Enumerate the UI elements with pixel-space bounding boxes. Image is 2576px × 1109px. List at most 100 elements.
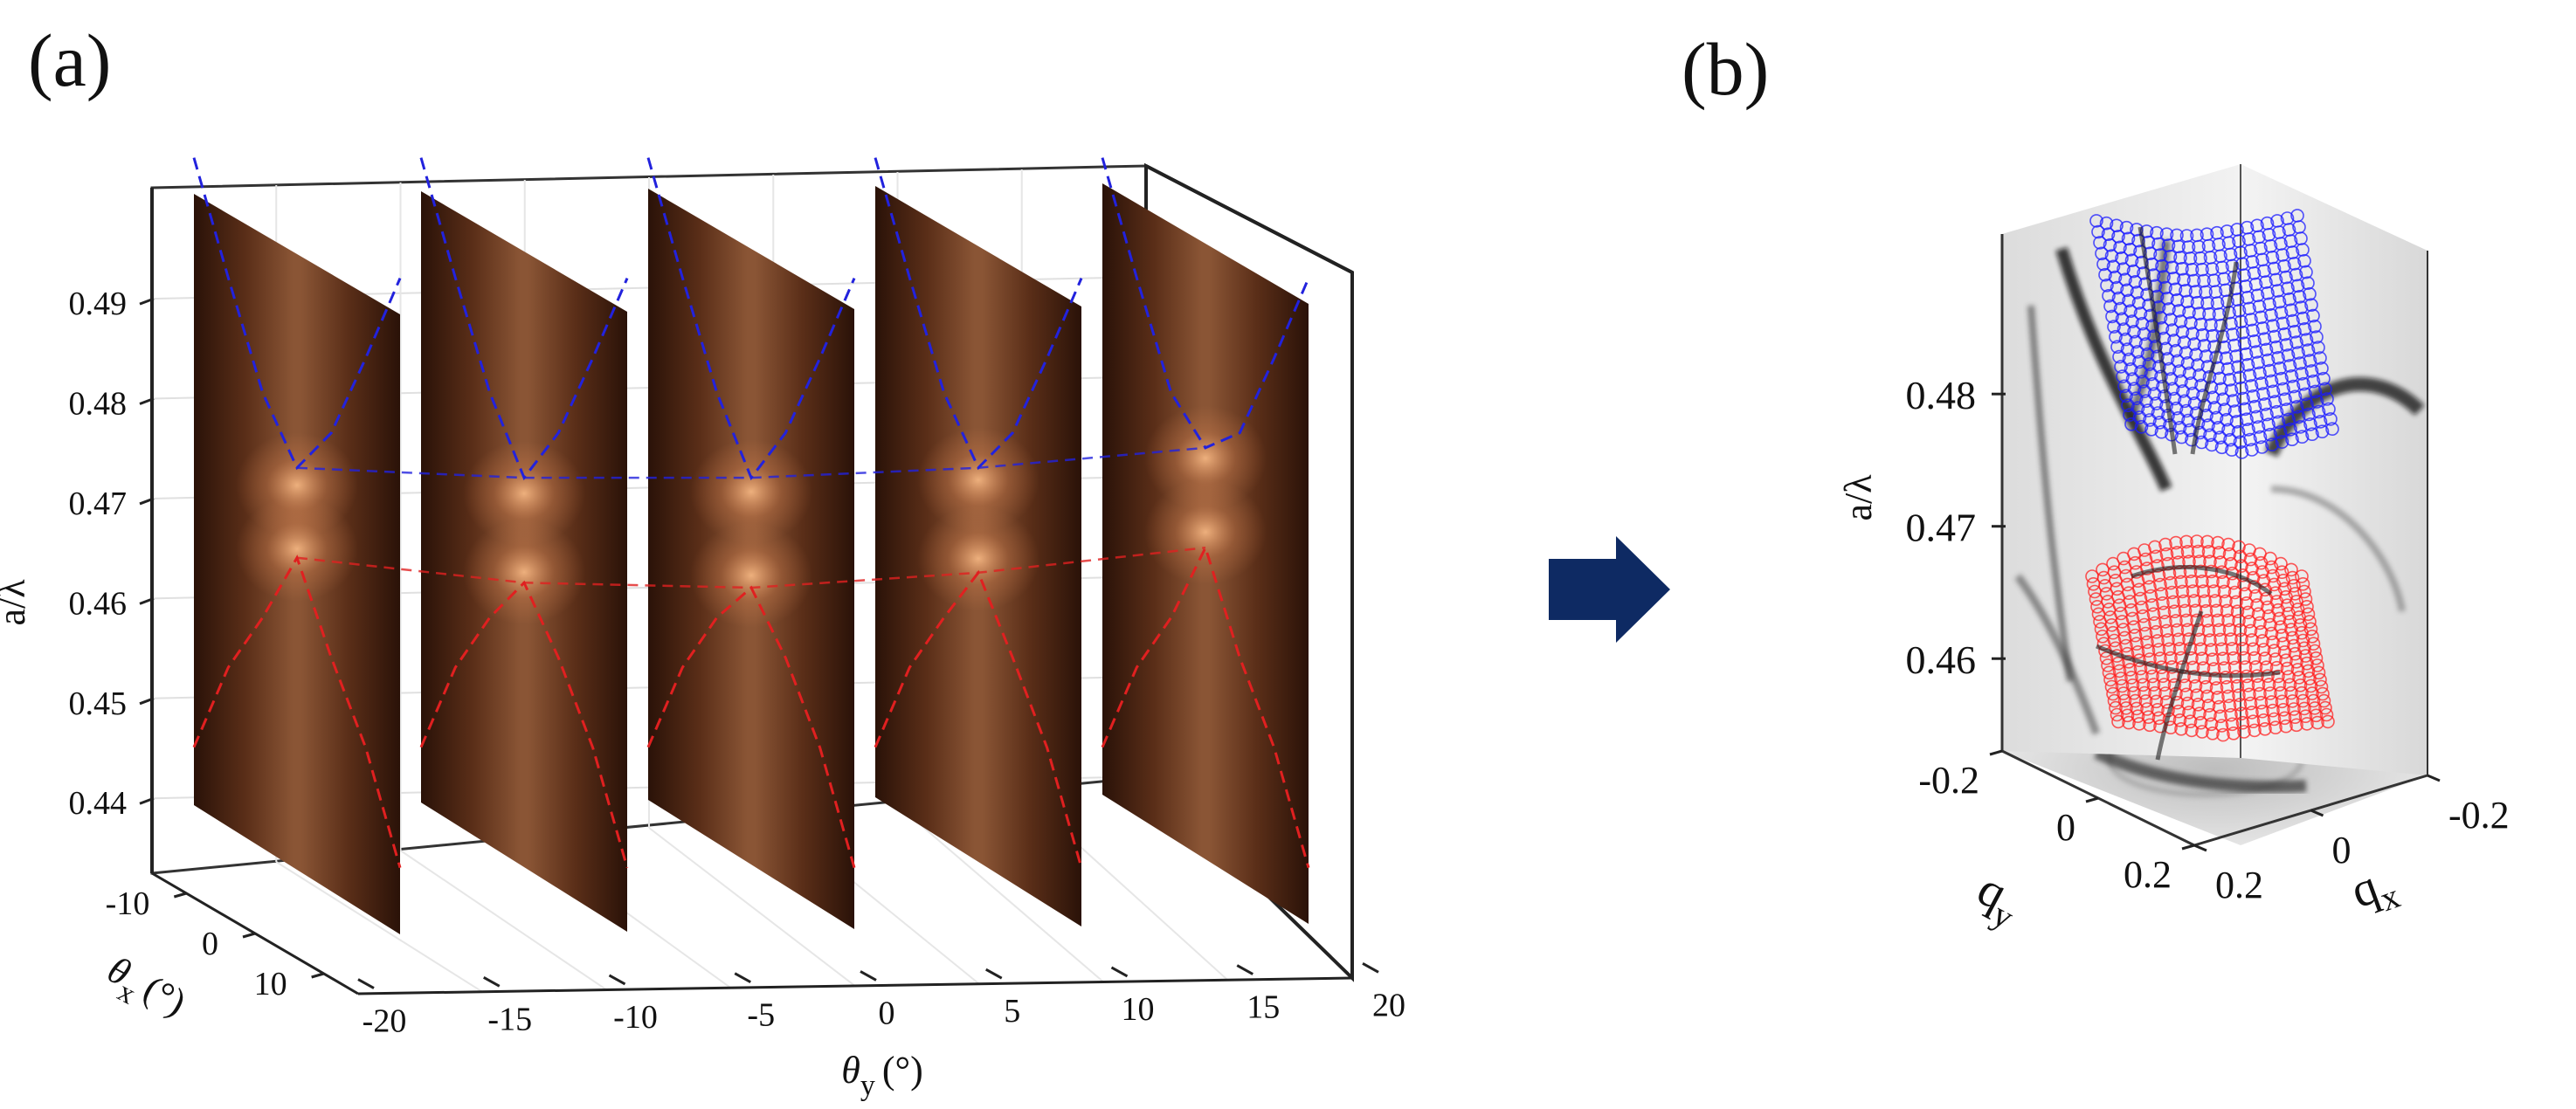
qy-tick-label: -0.2: [1918, 759, 1979, 802]
band-glow: [1144, 405, 1267, 511]
x-tick-mark: [734, 972, 751, 984]
arrow-icon: [1549, 536, 1670, 643]
qy-tick-label: 0.2: [2124, 853, 2172, 896]
scatter-layer: [2085, 209, 2339, 761]
connector-lines: [296, 446, 1206, 589]
x-tick-label: -10: [613, 999, 658, 1036]
x-tick-mark: [1110, 966, 1129, 978]
x-tick-label: -20: [363, 1003, 407, 1040]
panel-label-a: (a): [28, 18, 111, 102]
x-tick-mark: [985, 968, 1003, 980]
y-tick-label: 0: [202, 926, 218, 962]
z-tick-label: 0.48: [69, 386, 128, 423]
upper-vertex-connector: [296, 446, 1206, 479]
z-tick-mark: [139, 796, 155, 805]
band-glow: [917, 506, 1039, 611]
qy-tick-label: 0: [2056, 806, 2075, 849]
z-tick-mark: [139, 697, 155, 706]
qx-tick-label: -0.2: [2448, 794, 2510, 837]
y-tick-label: 10: [254, 966, 287, 1002]
band-cut-line: [2190, 261, 2239, 455]
x-tick-label: 20: [1372, 987, 1405, 1023]
z-tick-label: 0.45: [69, 685, 128, 722]
z-tick-label: 0.44: [69, 785, 128, 822]
slices-layer: [192, 157, 1310, 934]
x-tick-mark: [483, 975, 501, 988]
panel-label-b: (b): [1682, 27, 1769, 111]
z-tick-mark: [139, 596, 155, 605]
band-glow: [690, 522, 812, 628]
qy-tick-mark: [2085, 796, 2099, 803]
x-tick-label: 10: [1122, 991, 1155, 1028]
gridline: [896, 804, 1105, 983]
z-axis-label: a/λ: [0, 579, 33, 626]
right-wall-band: [2264, 377, 2425, 458]
band-cut-line: [2137, 226, 2178, 455]
x-tick-label: -15: [487, 1001, 532, 1037]
lower-vertex-connector: [296, 546, 1206, 589]
floor-band: [2094, 747, 2307, 793]
qx-ticks: 0.2 0 -0.2: [2193, 774, 2510, 906]
x-tick-mark: [608, 974, 626, 986]
y-tick-mark: [173, 892, 187, 899]
band-cut-line: [2131, 565, 2273, 596]
chart-a: 0.49 0.48 0.47 0.46 0.45 0.44 -20 -15 -10 -5 0 5 10…: [0, 157, 1405, 1102]
qx-tick-label: 0.2: [2215, 864, 2263, 906]
left-wall-band: [2027, 305, 2074, 682]
slice: [646, 157, 856, 929]
x-tick-mark: [1362, 962, 1379, 974]
z-axis-label: a/λ: [1837, 474, 1880, 521]
x-tick-label: -5: [747, 997, 775, 1034]
z-tick-label: 0.46: [1906, 637, 1977, 682]
band-glow: [690, 439, 812, 545]
band-glow: [463, 441, 585, 547]
z-ticks: 0.48 0.47 0.46: [1906, 373, 2006, 682]
slice: [1101, 157, 1310, 924]
x-tick-label: 0: [879, 995, 895, 1031]
y-tick-label: -10: [106, 885, 150, 922]
x-tick-label: 5: [1004, 993, 1020, 1030]
band-glow: [917, 427, 1039, 533]
x-axis-label: θy (°): [841, 1049, 923, 1102]
gridline: [275, 861, 483, 993]
slice: [874, 157, 1083, 926]
z-tick-mark: [139, 297, 155, 306]
z-tick-label: 0.49: [69, 286, 128, 322]
lower-band-surface: [2085, 534, 2335, 742]
qy-ticks: -0.2 0 0.2: [1918, 749, 2195, 896]
qx-tick-mark: [2193, 844, 2207, 852]
gridline: [648, 827, 856, 987]
right-wall-band: [2270, 486, 2406, 612]
x-tick-label: 15: [1247, 989, 1280, 1026]
qx-tick-label: 0: [2332, 829, 2352, 871]
floor-front-edge: [357, 976, 1353, 995]
top-right-edge: [1145, 164, 1353, 274]
band-cut-line: [2096, 644, 2281, 678]
qx-axis-label: qx: [2344, 854, 2405, 927]
y-tick-mark: [311, 972, 325, 979]
qx-tick-mark: [2310, 809, 2324, 817]
qx-tick-mark: [2427, 774, 2441, 782]
band-glow: [1144, 479, 1267, 585]
z-ticks: 0.49 0.48 0.47 0.46 0.45 0.44: [69, 286, 155, 822]
x-tick-mark: [1236, 964, 1253, 975]
qy-tick-mark: [1989, 749, 2003, 756]
x-tick-mark: [357, 978, 375, 989]
band-glow: [463, 520, 585, 625]
z-tick-mark: [139, 397, 155, 405]
gridline: [399, 850, 608, 991]
z-tick-label: 0.48: [1906, 373, 1977, 417]
lower-band-line: [1101, 544, 1310, 869]
chart-b: 0.48 0.47 0.46 -0.2 0 0.2 0.2 0 -0.2 a/λ qy qx: [1837, 164, 2510, 937]
z-tick-label: 0.47: [1906, 506, 1977, 550]
band-glow: [236, 496, 358, 602]
x-ticks: -20 -15 -10 -5 0 5 10 15 20: [357, 962, 1405, 1040]
qy-tick-mark: [2181, 844, 2195, 851]
x-tick-mark: [860, 970, 877, 982]
y-tick-mark: [242, 932, 256, 939]
y-axis-label: θx(°): [96, 948, 193, 1034]
z-tick-mark: [139, 497, 155, 506]
right-wall: [2241, 164, 2428, 775]
z-tick-label: 0.46: [69, 585, 128, 622]
